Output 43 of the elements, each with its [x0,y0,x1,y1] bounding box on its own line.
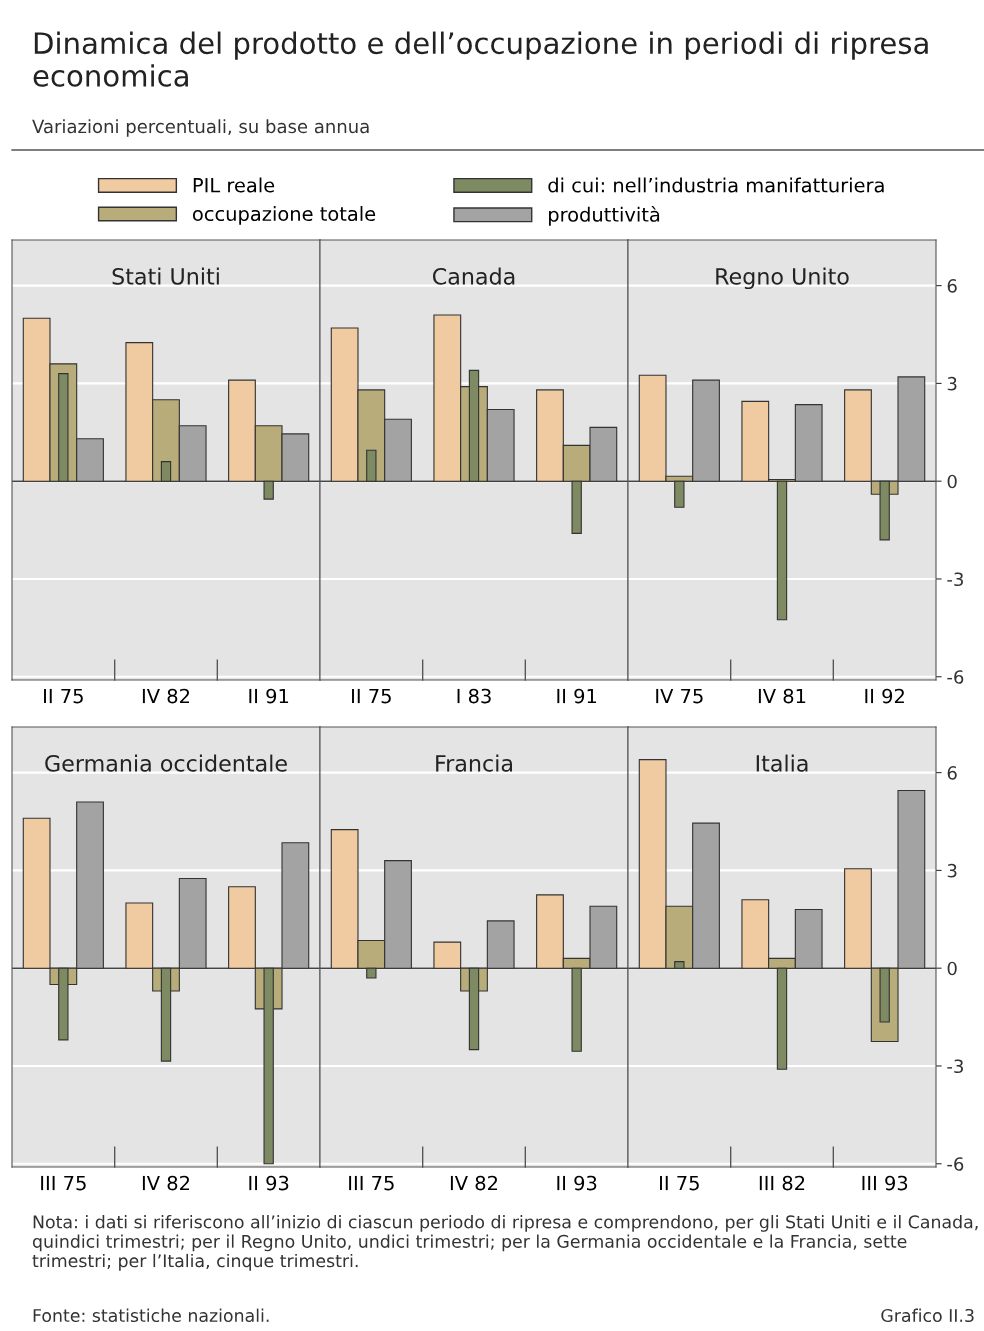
y-tick-label: -3 [947,572,963,587]
x-tick-label: II 93 [249,1175,289,1191]
text: Italia [756,754,808,772]
text: Francia [436,754,512,772]
legend-label: PIL reale [193,177,275,193]
x-tick-label: II 75 [44,688,83,704]
x-tick-label: IV 81 [758,688,806,704]
legend-label: occupazione totale [192,206,376,225]
text: Stati Uniti [112,267,219,285]
y-tick-label: -6 [947,670,964,684]
y-tick-label: 3 [947,376,957,391]
x-tick-label: I 83 [457,688,491,704]
y-tick-label: 6 [947,766,957,780]
legend-label: di cui: nell’industria manifatturiera [548,177,884,193]
x-tick-label: II 75 [660,1175,699,1191]
x-tick-label: IV 82 [142,688,190,704]
text: Nota: i dati si riferiscono all’inizio di ciascun periodo di ripresa e comprendono, per gli Stati Uniti e il Canada, quindici trimestri; per il Regno Unito, undici trimestri; per la Germania occidentale e la Francia, sette trimestri; per l’Italia, cinque trimestri. [32,1215,978,1271]
y-tick-label: -6 [947,1157,964,1171]
x-tick-label: II 91 [249,688,289,704]
x-tick-label: IV 82 [142,1175,190,1191]
x-tick-label: III 75 [349,1175,394,1191]
chart-subtitle: Variazioni percentuali, su base annua [32,119,369,137]
x-tick-label: II 93 [557,1175,597,1191]
x-tick-label: II 91 [557,688,597,704]
x-tick-label: II 75 [352,688,391,704]
y-tick-label: 3 [947,863,957,878]
x-tick-label: IV 82 [450,1175,498,1191]
source-note: Fonte: statistiche nazionali. [33,1308,269,1323]
x-tick-label: IV 75 [656,688,703,704]
legend-label: produttività [549,206,660,226]
y-tick-label: -3 [947,1059,963,1074]
text: Canada [432,267,515,285]
x-tick-label: III 82 [759,1175,805,1191]
y-tick-label: 0 [947,961,957,976]
text: Regno Unito [716,267,849,290]
text: Germania occidentale [45,754,287,772]
x-tick-label: III 93 [862,1175,908,1191]
y-tick-label: 0 [947,474,957,489]
x-tick-label: II 92 [865,688,904,704]
y-tick-label: 6 [947,279,957,293]
text: Grafico II.3 [881,1308,974,1323]
text: Dinamica del prodotto e dell’occupazione in periodi di ripresa economica [33,31,928,87]
x-tick-label: III 75 [41,1175,86,1191]
